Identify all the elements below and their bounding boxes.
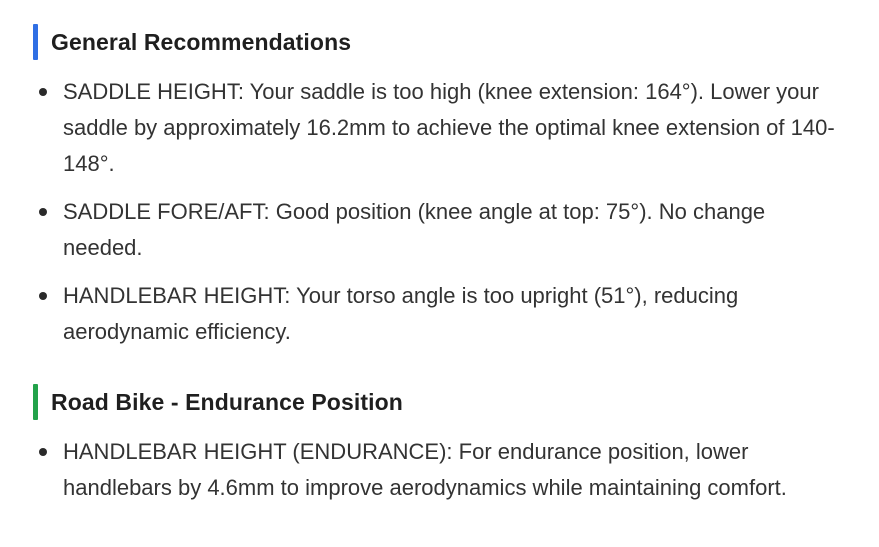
section-header: Road Bike - Endurance Position bbox=[33, 384, 839, 420]
section-title: Road Bike - Endurance Position bbox=[51, 389, 403, 415]
section-header: General Recommendations bbox=[33, 24, 839, 60]
bullet-icon bbox=[39, 208, 47, 216]
recommendation-list: HANDLEBAR HEIGHT (ENDURANCE): For endura… bbox=[33, 434, 839, 506]
section-accent-bar bbox=[33, 384, 38, 420]
section-title: General Recommendations bbox=[51, 29, 352, 55]
general-recommendations-section: General Recommendations SADDLE HEIGHT: Y… bbox=[33, 24, 839, 350]
recommendation-list: SADDLE HEIGHT: Your saddle is too high (… bbox=[33, 74, 839, 350]
bullet-icon bbox=[39, 292, 47, 300]
recommendation-saddle-height: SADDLE HEIGHT: Your saddle is too high (… bbox=[33, 74, 839, 182]
road-bike-endurance-section: Road Bike - Endurance Position HANDLEBAR… bbox=[33, 384, 839, 506]
recommendation-handlebar-height: HANDLEBAR HEIGHT: Your torso angle is to… bbox=[33, 278, 839, 350]
recommendation-text: HANDLEBAR HEIGHT (ENDURANCE): For endura… bbox=[63, 439, 787, 500]
recommendation-handlebar-height-endurance: HANDLEBAR HEIGHT (ENDURANCE): For endura… bbox=[33, 434, 839, 506]
section-accent-bar bbox=[33, 24, 38, 60]
bullet-icon bbox=[39, 88, 47, 96]
recommendation-text: HANDLEBAR HEIGHT: Your torso angle is to… bbox=[63, 283, 739, 344]
bullet-icon bbox=[39, 448, 47, 456]
recommendation-saddle-fore-aft: SADDLE FORE/AFT: Good position (knee ang… bbox=[33, 194, 839, 266]
recommendation-text: SADDLE HEIGHT: Your saddle is too high (… bbox=[63, 79, 835, 176]
recommendation-text: SADDLE FORE/AFT: Good position (knee ang… bbox=[63, 199, 766, 260]
